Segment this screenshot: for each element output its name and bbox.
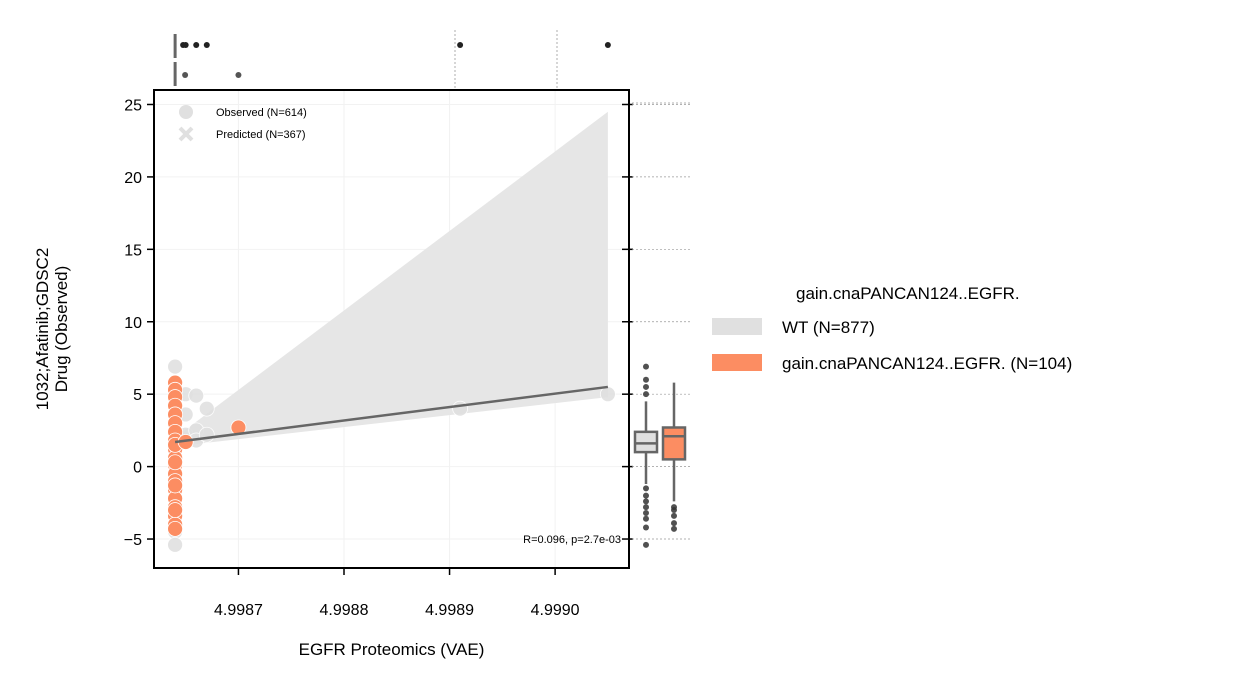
top-marginal-outlier	[182, 42, 189, 48]
top-marginal-outlier	[182, 72, 189, 78]
y-tick-label: −5	[124, 532, 142, 549]
data-point-gain	[167, 502, 184, 518]
legend-swatch-wt	[712, 318, 762, 335]
boxplot-outlier	[643, 524, 649, 531]
boxplot-outlier	[643, 391, 649, 398]
boxplot-outlier	[671, 512, 677, 519]
x-ticks: 4.9987 4.9988 4.9989 4.9990	[214, 568, 580, 619]
y-ticks: −5 0 5 10 15 20 25	[124, 97, 633, 549]
legend-marker-predicted	[178, 126, 194, 142]
legend-label-predicted: Predicted (N=367)	[216, 129, 306, 141]
x-axis-label: EGFR Proteomics (VAE)	[299, 640, 485, 659]
legend-swatch-gain	[712, 354, 762, 371]
legend-label-wt: WT (N=877)	[782, 318, 875, 337]
data-point-wt	[599, 386, 616, 403]
y-axis-label: 1032;Afatinib;GDSC2 Drug (Observed)	[33, 248, 71, 411]
boxplot-box	[633, 430, 659, 454]
boxplot-outlier	[643, 492, 649, 499]
boxplot-outlier	[643, 504, 649, 511]
data-point-gain	[167, 454, 184, 471]
y-tick-label: 20	[124, 170, 142, 187]
regression-line	[174, 385, 609, 444]
data-point-wt	[167, 358, 184, 375]
data-point-wt	[198, 426, 215, 443]
y-tick-label: 10	[124, 315, 142, 332]
correlation-annotation: R=0.096, p=2.7e-03	[523, 534, 621, 546]
legend-label-observed: Observed (N=614)	[216, 107, 307, 119]
boxplot-outlier	[643, 509, 649, 516]
confidence-band	[175, 111, 608, 447]
y-tick-label: 0	[133, 460, 142, 477]
data-point-gain	[167, 520, 184, 537]
boxplot-outlier	[643, 498, 649, 505]
boxplot-outlier	[643, 541, 649, 548]
scatter-points	[167, 358, 616, 553]
y-tick-label: 15	[124, 242, 142, 259]
y-tick-label: 5	[133, 387, 142, 404]
boxplot-outlier	[643, 363, 649, 370]
boxplot-outlier	[643, 485, 649, 492]
top-marginal	[173, 30, 611, 90]
legend-label-gain: gain.cnaPANCAN124..EGFR. (N=104)	[782, 354, 1072, 373]
main-plot: −5 0 5 10 15 20 25 4.9987 4.9988 4.9989 4.9990 Ob…	[124, 89, 633, 619]
data-point-wt	[188, 387, 205, 404]
top-marginal-outlier	[235, 72, 242, 78]
top-marginal-outlier	[457, 42, 464, 48]
boxplot-outlier	[671, 525, 677, 532]
x-tick-label: 4.9990	[531, 602, 580, 619]
top-marginal-outlier	[604, 42, 611, 48]
data-point-wt	[198, 400, 215, 417]
x-tick-label: 4.9987	[214, 602, 263, 619]
data-point-wt	[167, 536, 184, 553]
boxplot-outlier	[643, 383, 649, 390]
top-marginal-outlier	[193, 42, 200, 48]
legend-marker-observed	[179, 105, 193, 119]
boxplot-outlier	[671, 507, 677, 514]
boxplot-outlier	[643, 376, 649, 383]
y-axis-label-line2: Drug (Observed)	[52, 266, 71, 393]
top-marginal-outlier	[203, 42, 210, 48]
data-point-gain	[167, 477, 184, 494]
x-tick-label: 4.9988	[320, 602, 369, 619]
boxplot-outlier	[671, 520, 677, 527]
y-axis-label-line1: 1032;Afatinib;GDSC2	[33, 248, 52, 411]
x-tick-label: 4.9989	[425, 602, 474, 619]
y-tick-label: 25	[124, 97, 142, 114]
regression-line-group	[174, 385, 609, 444]
boxplot-box	[661, 426, 687, 461]
ci-band-area	[175, 111, 608, 447]
plot-frame	[153, 89, 630, 569]
hue-legend: gain.cnaPANCAN124..EGFR. WT (N=877) gain…	[712, 284, 1072, 373]
legend-title: gain.cnaPANCAN124..EGFR.	[796, 284, 1020, 303]
boxplot-outlier	[643, 515, 649, 522]
right-marginal-boxplots	[632, 102, 690, 548]
marker-legend: Observed (N=614) Predicted (N=367)	[178, 105, 307, 142]
data-point-wt	[452, 400, 469, 417]
